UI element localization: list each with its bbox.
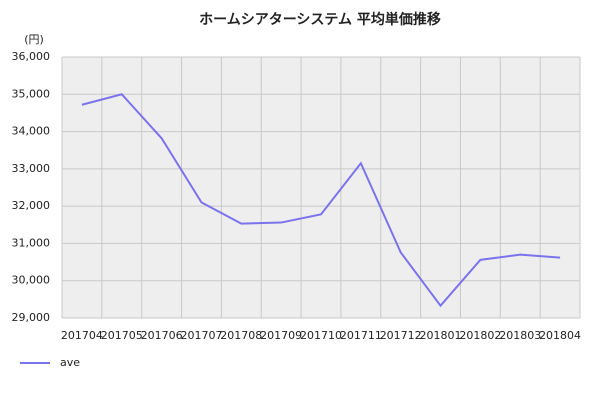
legend-label: ave <box>60 356 80 369</box>
x-tick-label: 201804 <box>539 329 581 342</box>
y-tick-label: 30,000 <box>12 274 51 287</box>
y-tick-label: 34,000 <box>12 125 51 138</box>
x-tick-label: 201706 <box>141 329 183 342</box>
line <box>81 93 561 308</box>
y-tick-label: 31,000 <box>12 236 51 249</box>
y-tick-label: 33,000 <box>12 162 51 175</box>
plot-area <box>62 57 580 318</box>
x-tick-label: 201801 <box>420 329 462 342</box>
y-unit: (円) <box>24 33 44 46</box>
y-tick-label: 29,000 <box>12 311 51 324</box>
x-tick-label: 201710 <box>300 329 342 342</box>
x-tick-label: 201712 <box>380 329 422 342</box>
x-tick-label: 201707 <box>180 329 222 342</box>
chart-title: ホームシアターシステム 平均単価推移 <box>199 11 441 28</box>
y-tick-label: 32,000 <box>12 199 51 212</box>
x-tick-label: 201711 <box>340 329 382 342</box>
x-tick-label: 201708 <box>220 329 262 342</box>
y-tick-label: 36,000 <box>12 50 51 63</box>
x-tick-label: 201802 <box>459 329 501 342</box>
x-tick-label: 201705 <box>101 329 143 342</box>
x-tick-label: 201704 <box>61 329 103 342</box>
y-tick-label: 35,000 <box>12 87 51 100</box>
x-tick-label: 201709 <box>260 329 302 342</box>
x-tick-label: 201803 <box>499 329 541 342</box>
